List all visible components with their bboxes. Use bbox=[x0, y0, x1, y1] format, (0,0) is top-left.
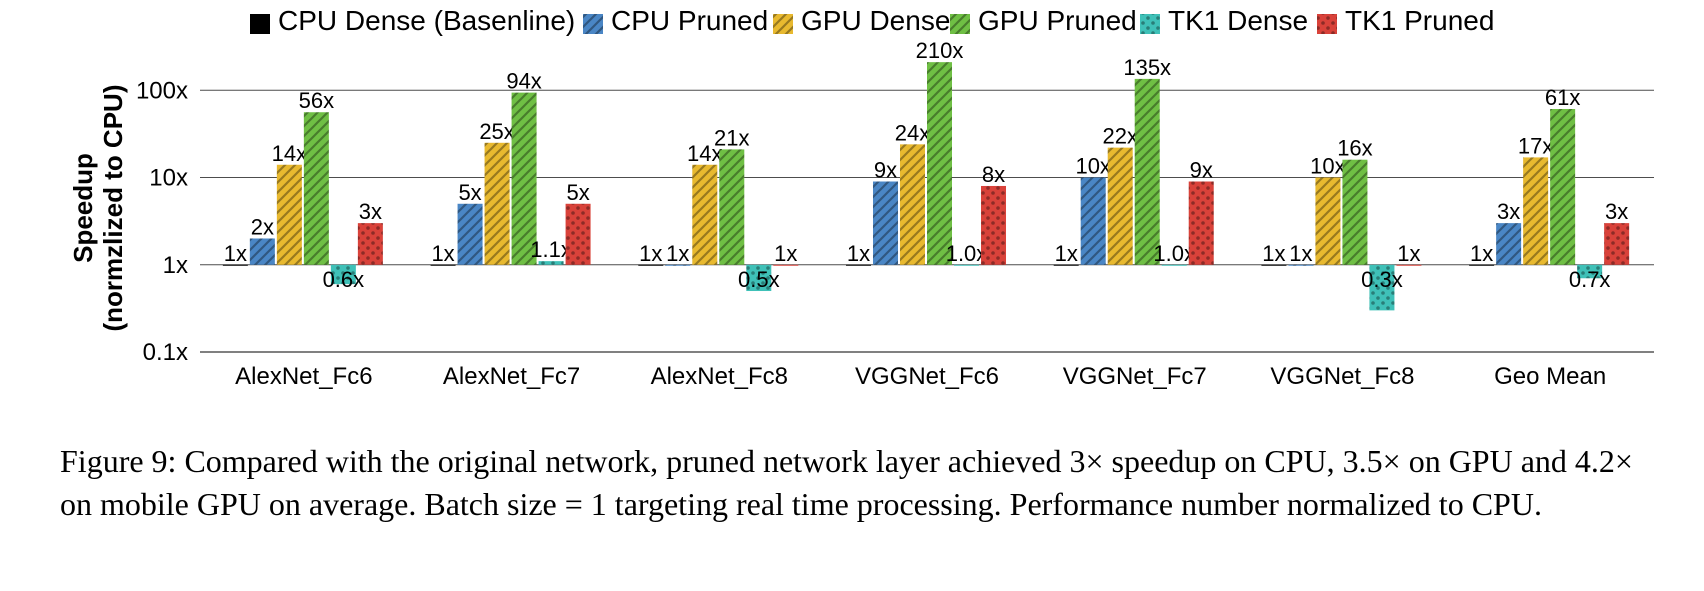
bar bbox=[719, 149, 744, 264]
bar bbox=[927, 62, 952, 265]
legend-swatch bbox=[950, 14, 970, 34]
bar bbox=[1604, 223, 1629, 265]
ytick-label: 10x bbox=[149, 165, 188, 192]
bar-value-label: 0.7x bbox=[1569, 267, 1611, 292]
speedup-chart: CPU Dense (Basenline) CPU Pruned GPU Dense… bbox=[60, 10, 1664, 400]
bar bbox=[900, 144, 925, 264]
caption-text: Compared with the original network, prun… bbox=[60, 443, 1633, 522]
bar-value-label: 1x bbox=[431, 241, 454, 266]
xtick-label: AlexNet_Fc6 bbox=[235, 363, 372, 390]
xtick-label: VGGNet_Fc6 bbox=[855, 363, 999, 390]
bar bbox=[277, 165, 302, 265]
bar-value-label: 210x bbox=[916, 38, 964, 63]
bar-value-label: 24x bbox=[895, 120, 930, 145]
legend-label: TK1 Dense bbox=[1168, 10, 1308, 36]
bar-value-label: 1x bbox=[774, 241, 797, 266]
ytick-label: 100x bbox=[136, 77, 188, 104]
bar-value-label: 25x bbox=[479, 119, 514, 144]
bar-value-label: 0.5x bbox=[738, 267, 780, 292]
caption-prefix: Figure 9: bbox=[60, 443, 184, 479]
bar-value-label: 16x bbox=[1337, 136, 1372, 161]
bar bbox=[566, 204, 591, 265]
bar-value-label: 61x bbox=[1545, 85, 1580, 110]
bar bbox=[250, 238, 275, 264]
bar-value-label: 1x bbox=[639, 241, 662, 266]
bar-value-label: 1x bbox=[847, 241, 870, 266]
figure-caption: Figure 9: Compared with the original net… bbox=[60, 440, 1644, 526]
bar bbox=[1496, 223, 1521, 265]
bar-value-label: 1x bbox=[1055, 241, 1078, 266]
bar bbox=[1081, 178, 1106, 265]
legend-swatch bbox=[773, 14, 793, 34]
bar-value-label: 5x bbox=[458, 180, 481, 205]
bar-value-label: 22x bbox=[1102, 124, 1137, 149]
bar-value-label: 14x bbox=[272, 141, 307, 166]
bar-value-label: 1x bbox=[1397, 241, 1420, 266]
legend-swatch bbox=[583, 14, 603, 34]
bar-value-label: 3x bbox=[359, 199, 382, 224]
bar-value-label: 1x bbox=[1262, 241, 1285, 266]
xtick-label: AlexNet_Fc8 bbox=[651, 363, 788, 390]
bar bbox=[1135, 79, 1160, 265]
bar-value-label: 9x bbox=[874, 158, 897, 183]
legend-swatch bbox=[250, 14, 270, 34]
bar-value-label: 9x bbox=[1190, 158, 1213, 183]
bar-value-label: 2x bbox=[251, 214, 274, 239]
legend-label: CPU Pruned bbox=[611, 10, 768, 36]
ytick-label: 1x bbox=[163, 252, 188, 279]
bar-value-label: 1x bbox=[666, 241, 689, 266]
bar bbox=[1315, 178, 1340, 265]
xtick-label: VGGNet_Fc8 bbox=[1270, 363, 1414, 390]
bar bbox=[1108, 148, 1133, 265]
bar-value-label: 10x bbox=[1075, 154, 1110, 179]
legend-label: CPU Dense (Basenline) bbox=[278, 10, 575, 36]
xtick-label: Geo Mean bbox=[1494, 363, 1606, 390]
bar-value-label: 17x bbox=[1518, 133, 1553, 158]
legend-label: TK1 Pruned bbox=[1345, 10, 1494, 36]
bar-value-label: 21x bbox=[714, 125, 749, 150]
bar-value-label: 3x bbox=[1605, 199, 1628, 224]
bar bbox=[458, 204, 483, 265]
bar-value-label: 0.6x bbox=[323, 267, 365, 292]
y-axis-label: Speedup bbox=[68, 153, 98, 263]
bar bbox=[485, 143, 510, 265]
xtick-label: VGGNet_Fc7 bbox=[1063, 363, 1207, 390]
bar bbox=[981, 186, 1006, 265]
legend-label: GPU Dense bbox=[801, 10, 950, 36]
bar-value-label: 0.3x bbox=[1361, 267, 1403, 292]
bar-value-label: 5x bbox=[566, 180, 589, 205]
bar-value-label: 56x bbox=[299, 88, 334, 113]
legend-swatch bbox=[1140, 14, 1160, 34]
legend-label: GPU Pruned bbox=[978, 10, 1137, 36]
bar bbox=[1523, 157, 1548, 264]
xtick-label: AlexNet_Fc7 bbox=[443, 363, 580, 390]
bar bbox=[873, 182, 898, 265]
bar bbox=[1550, 109, 1575, 265]
bar bbox=[692, 165, 717, 265]
bar bbox=[304, 112, 329, 265]
bar-value-label: 8x bbox=[982, 162, 1005, 187]
bar bbox=[1189, 182, 1214, 265]
bar bbox=[1342, 160, 1367, 265]
y-axis-label-2: (normzlized to CPU) bbox=[98, 85, 128, 332]
bar bbox=[358, 223, 383, 265]
ytick-label: 0.1x bbox=[143, 339, 188, 366]
bar-value-label: 1x bbox=[1289, 241, 1312, 266]
bar-value-label: 3x bbox=[1497, 199, 1520, 224]
legend-swatch bbox=[1317, 14, 1337, 34]
bar-value-label: 1x bbox=[1470, 241, 1493, 266]
bar-value-label: 94x bbox=[506, 69, 541, 94]
bar-value-label: 1x bbox=[224, 241, 247, 266]
bar-value-label: 135x bbox=[1123, 55, 1171, 80]
